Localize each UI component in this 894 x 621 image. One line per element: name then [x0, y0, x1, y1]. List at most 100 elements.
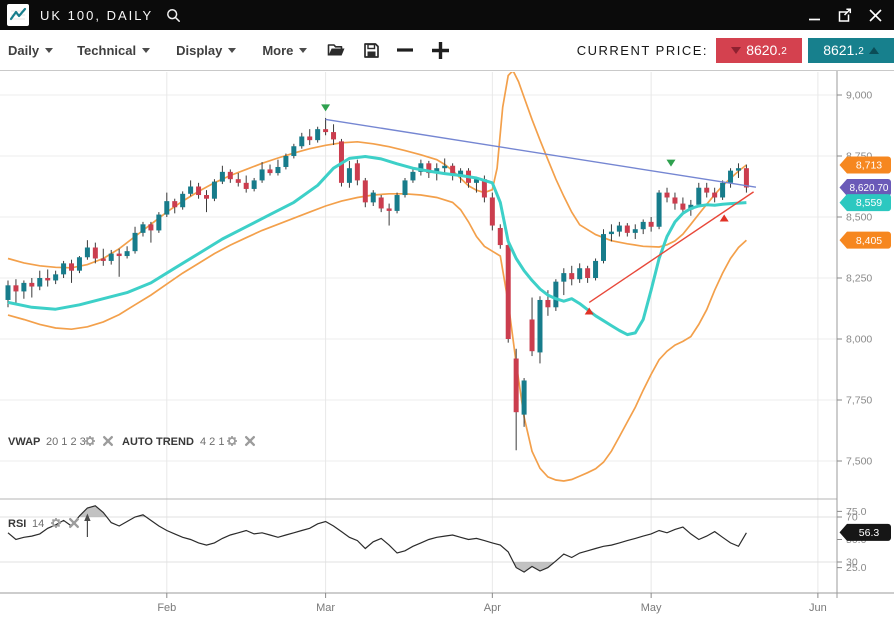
close-button[interactable]	[869, 8, 882, 22]
vwap-settings-icon[interactable]	[85, 436, 95, 446]
svg-text:AUTO TREND: AUTO TREND	[122, 436, 194, 448]
autotrend-settings-icon[interactable]	[227, 436, 237, 446]
svg-text:Feb: Feb	[157, 602, 176, 614]
buy-price-value: 8621.	[823, 42, 859, 58]
svg-text:25.0: 25.0	[846, 562, 867, 574]
autotrend-down-marker	[666, 159, 676, 167]
chevron-down-icon	[299, 48, 308, 53]
rsi-arrow-annotation[interactable]	[84, 513, 91, 522]
svg-text:4 2 1: 4 2 1	[200, 436, 224, 448]
svg-text:8,250: 8,250	[846, 273, 872, 285]
autotrend-remove-icon[interactable]	[244, 436, 256, 446]
buy-price-fraction: 2	[858, 46, 864, 57]
svg-text:8,713: 8,713	[856, 160, 882, 172]
timeframe-menu[interactable]: Daily	[8, 42, 54, 58]
flag-vwap: 8,559	[839, 194, 891, 212]
rsi-line	[7, 505, 747, 573]
svg-text:8,405: 8,405	[856, 235, 882, 247]
svg-text:Jun: Jun	[809, 602, 827, 614]
autotrend-down-marker	[321, 104, 331, 112]
flag-rsi-value: 56.3	[839, 523, 891, 541]
svg-text:30: 30	[846, 557, 858, 569]
vwap-remove-icon[interactable]	[102, 436, 114, 446]
bollinger-lower-band	[7, 192, 747, 482]
trendline-descending-resistance[interactable]	[325, 118, 757, 188]
chart-toolbar: Daily Technical Display More CURRENT PRI…	[0, 30, 894, 71]
svg-text:70: 70	[846, 512, 858, 524]
minimize-icon	[809, 18, 820, 21]
rsi-panel	[7, 505, 747, 573]
close-icon	[869, 8, 882, 22]
symbol-search-button[interactable]	[166, 8, 181, 23]
display-menu[interactable]: Display	[176, 42, 237, 58]
sell-price-button[interactable]: 8620. 2	[716, 37, 802, 63]
sell-price-value: 8620.	[746, 42, 782, 58]
price-up-arrow-icon	[868, 46, 879, 54]
open-chart-button[interactable]	[327, 42, 346, 58]
svg-text:8,620.70: 8,620.70	[850, 183, 889, 194]
more-menu[interactable]: More	[262, 42, 308, 58]
svg-text:14: 14	[32, 518, 44, 530]
indicator-labels: VWAP 20 1 2 3 AUTO TREND 4 2 1	[8, 436, 256, 448]
minimize-button[interactable]	[809, 9, 820, 21]
chevron-down-icon	[228, 48, 237, 53]
rsi-label-row: RSI 14	[8, 518, 80, 530]
more-menu-label: More	[262, 42, 294, 58]
technical-menu-label: Technical	[77, 42, 137, 58]
vwap-line	[7, 155, 747, 337]
svg-text:7,750: 7,750	[846, 395, 872, 407]
svg-text:RSI: RSI	[8, 518, 26, 530]
chart-line-logo-icon	[9, 7, 27, 21]
chevron-down-icon	[45, 48, 54, 53]
svg-text:Apr: Apr	[484, 602, 501, 614]
autotrend-up-marker	[719, 214, 729, 222]
sell-price-fraction: 2	[781, 46, 787, 57]
flag-bollinger-lower: 8,405	[839, 231, 891, 249]
svg-text:8,559: 8,559	[856, 197, 882, 209]
open-folder-icon	[328, 44, 345, 56]
svg-text:7,500: 7,500	[846, 456, 872, 468]
svg-text:56.3: 56.3	[859, 527, 880, 539]
grid	[0, 72, 837, 593]
svg-text:Mar: Mar	[316, 602, 335, 614]
time-axis[interactable]: Feb Mar Apr May Jun	[157, 593, 827, 614]
current-price-area: CURRENT PRICE: 8620. 2 8621. 2	[576, 37, 894, 63]
zoom-in-button[interactable]	[431, 41, 450, 60]
rsi-remove-icon[interactable]	[68, 518, 80, 528]
symbol-title: UK 100, DAILY	[40, 7, 154, 23]
price-down-arrow-icon	[731, 46, 742, 54]
axes: 9,0008,7508,5008,2508,0007,7507,50075.07…	[0, 71, 894, 614]
zoom-in-icon	[432, 41, 450, 59]
svg-text:75.0: 75.0	[846, 506, 867, 518]
popout-icon	[838, 7, 852, 22]
autotrend-up-marker	[584, 307, 594, 315]
current-price-label: CURRENT PRICE:	[576, 42, 708, 58]
display-menu-label: Display	[176, 42, 223, 58]
svg-text:20 1 2 3: 20 1 2 3	[46, 436, 86, 448]
zoom-out-icon	[397, 48, 414, 52]
flag-bollinger-upper: 8,713	[839, 156, 891, 174]
price-chart-canvas[interactable]: 9,0008,7508,5008,2508,0007,7507,50075.07…	[0, 71, 894, 621]
zoom-out-button[interactable]	[396, 41, 414, 59]
trendline-ascending-support[interactable]	[588, 191, 754, 303]
main-price-panel	[5, 72, 757, 482]
search-icon	[167, 8, 181, 22]
chevron-down-icon	[142, 48, 151, 53]
app-logo	[7, 4, 29, 26]
candlestick-series	[5, 117, 749, 451]
technical-menu[interactable]: Technical	[77, 42, 151, 58]
popout-button[interactable]	[837, 7, 852, 23]
rsi-settings-icon[interactable]	[51, 518, 61, 528]
svg-text:VWAP: VWAP	[8, 436, 40, 448]
timeframe-menu-label: Daily	[8, 42, 40, 58]
svg-text:8,000: 8,000	[846, 334, 872, 346]
save-icon	[364, 42, 380, 58]
flag-last-price: 8,620.70	[839, 179, 891, 197]
save-chart-button[interactable]	[363, 42, 380, 59]
svg-text:May: May	[641, 602, 662, 614]
svg-text:9,000: 9,000	[846, 90, 872, 102]
title-bar: UK 100, DAILY	[0, 0, 894, 30]
buy-price-button[interactable]: 8621. 2	[808, 37, 894, 63]
svg-text:8,500: 8,500	[846, 212, 872, 224]
window-controls	[809, 7, 882, 23]
